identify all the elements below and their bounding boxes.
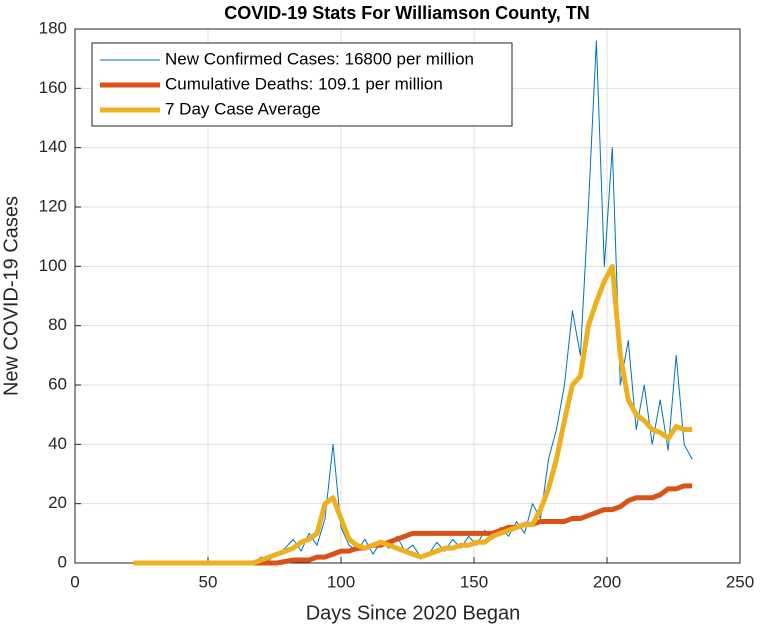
series-line bbox=[133, 483, 693, 566]
legend-label: Cumulative Deaths: 109.1 per million bbox=[165, 74, 443, 93]
plot-frame bbox=[74, 28, 741, 564]
legend-label: 7 Day Case Average bbox=[165, 99, 321, 118]
x-axis-label: Days Since 2020 Began bbox=[306, 602, 521, 624]
y-tick-label: 80 bbox=[48, 315, 67, 334]
y-axis-label: New COVID-19 Cases bbox=[0, 196, 22, 396]
x-tick-label: 250 bbox=[726, 572, 754, 591]
y-tick-label: 120 bbox=[39, 196, 67, 215]
x-tick-label: 150 bbox=[460, 572, 488, 591]
legend: New Confirmed Cases: 16800 per million Cu… bbox=[91, 42, 513, 127]
series-line bbox=[133, 263, 693, 566]
y-tick-label: 160 bbox=[39, 78, 67, 97]
y-tick-label: 140 bbox=[39, 137, 67, 156]
x-tick-label: 0 bbox=[70, 572, 79, 591]
chart-title: COVID-19 Stats For Williamson County, TN bbox=[224, 3, 590, 23]
y-tick-label: 20 bbox=[48, 493, 67, 512]
x-tick-label: 200 bbox=[593, 572, 621, 591]
x-tick-label: 100 bbox=[327, 572, 355, 591]
x-tick-label: 50 bbox=[199, 572, 218, 591]
y-tick-label: 0 bbox=[58, 552, 67, 571]
y-tick-label: 60 bbox=[48, 374, 67, 393]
y-tick-label: 180 bbox=[39, 18, 67, 37]
legend-label: New Confirmed Cases: 16800 per million bbox=[165, 49, 474, 68]
legend-box bbox=[91, 42, 513, 127]
y-tick-label: 100 bbox=[39, 256, 67, 275]
y-tick-label: 40 bbox=[48, 434, 67, 453]
